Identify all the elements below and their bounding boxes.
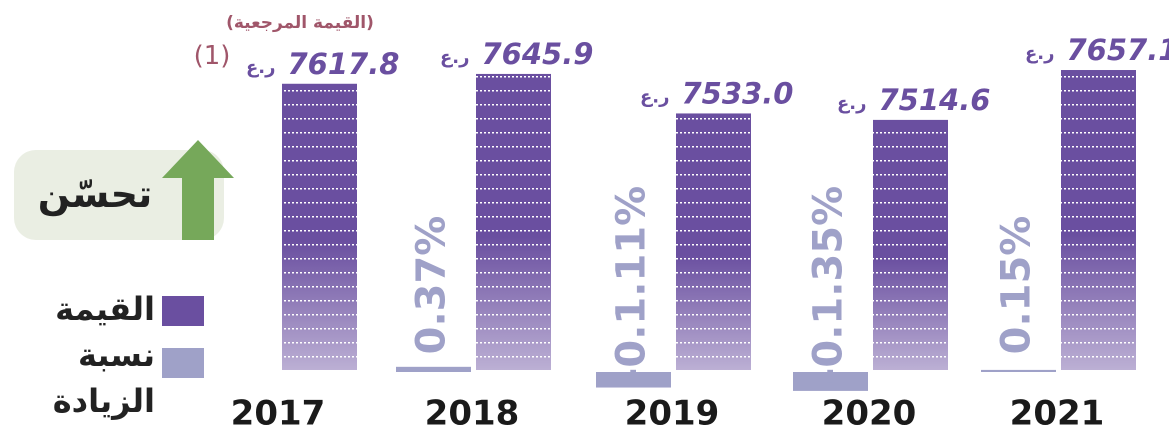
x-tick-label: 2021 (1010, 394, 1105, 434)
reference-label: (القيمة المرجعية) (226, 13, 374, 33)
increase-bar (793, 372, 868, 391)
increase-label: -0.1.11% (609, 186, 655, 384)
legend-label: نسبة الزيادة (52, 336, 155, 420)
value-label: 7514.6 (879, 83, 991, 117)
increase-label: -0.1.35% (806, 186, 852, 384)
trend-label: تحسّن (38, 172, 153, 216)
value-label: 7617.8 (288, 47, 400, 81)
bar-fade (476, 73, 551, 370)
value-label: 7645.9 (482, 37, 594, 71)
value-label: 7533.0 (682, 76, 794, 110)
increase-bar (596, 372, 671, 388)
value-label: 7657.1 (1067, 33, 1169, 67)
increase-bar (981, 369, 1056, 372)
legend-swatch (162, 348, 204, 378)
increase-bar (396, 366, 471, 372)
value-unit: ر.ع (1025, 43, 1055, 64)
value-unit: ر.ع (837, 93, 867, 114)
bar-fade (676, 113, 751, 370)
x-tick-label: 2019 (625, 394, 720, 434)
increase-label: 0.15% (994, 216, 1040, 355)
value-unit: ر.ع (640, 86, 670, 107)
bar-fade (873, 119, 948, 370)
bar-fade (282, 83, 357, 371)
trend-arrow (162, 140, 234, 240)
reference-note: (1) (194, 41, 231, 71)
bar-fade (1061, 70, 1136, 370)
value-unit: ر.ع (246, 57, 276, 78)
x-tick-label: 2020 (822, 394, 917, 434)
x-tick-label: 2017 (231, 394, 326, 434)
legend-label: القيمة (55, 290, 155, 328)
value-unit: ر.ع (440, 47, 470, 68)
legend-swatch (162, 296, 204, 326)
increase-label: 0.37% (409, 216, 455, 355)
x-tick-label: 2018 (425, 394, 520, 434)
legend: القيمة نسبة الزيادة (52, 290, 155, 420)
